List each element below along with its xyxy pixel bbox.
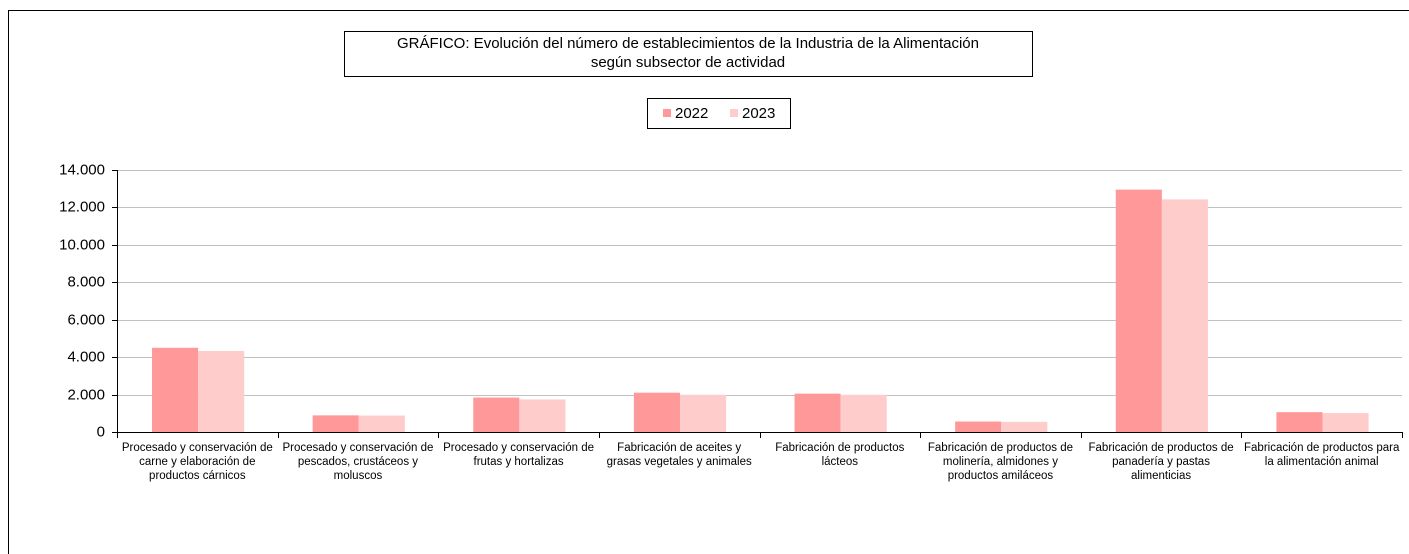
y-tick-label: 14.000	[59, 161, 105, 178]
y-tick-label: 10.000	[59, 236, 105, 253]
y-tick-label: 6.000	[67, 311, 105, 328]
legend-swatch	[730, 109, 738, 117]
bar	[633, 392, 680, 432]
bar	[358, 415, 405, 432]
chart-title: GRÁFICO: Evolución del número de estable…	[397, 35, 979, 52]
legend-swatch	[663, 109, 671, 117]
x-tick-label: Fabricación de productos de molinería, a…	[927, 442, 1073, 482]
x-tick-label: Fabricación de productos para la aliment…	[1244, 442, 1400, 468]
bar	[152, 347, 199, 432]
bar	[519, 399, 566, 432]
y-tick-label: 4.000	[67, 348, 105, 365]
chart-title: según subsector de actividad	[591, 54, 785, 71]
x-tick-label: Fabricación de productos de panadería y …	[1088, 442, 1234, 482]
bar	[473, 397, 520, 432]
bar	[1322, 413, 1369, 432]
title-box	[344, 31, 1033, 77]
x-tick-label: Procesado y conservación de pescados, cr…	[282, 442, 434, 482]
x-tick-label: Procesado y conservación de carne y elab…	[121, 442, 273, 482]
bar	[1001, 421, 1048, 432]
bar	[312, 415, 359, 432]
x-tick-label: Fabricación de aceites y grasas vegetale…	[606, 442, 752, 468]
legend-box	[647, 98, 791, 129]
x-tick-label: Procesado y conservación de frutas y hor…	[443, 442, 594, 468]
y-tick-label: 12.000	[59, 198, 105, 215]
bar	[198, 350, 245, 432]
x-tick-label: Fabricación de productos lácteos	[775, 442, 905, 468]
bar	[1276, 412, 1323, 432]
y-tick-label: 8.000	[67, 273, 105, 290]
bar	[794, 393, 841, 432]
y-tick-label: 0	[97, 423, 105, 440]
legend-label: 2022	[675, 105, 708, 122]
bar	[840, 394, 887, 432]
bar	[679, 394, 727, 432]
y-tick-label: 2.000	[67, 386, 105, 403]
bar	[1115, 189, 1162, 432]
legend-label: 2023	[742, 105, 775, 122]
bar	[1161, 199, 1208, 432]
bar	[955, 421, 1002, 432]
